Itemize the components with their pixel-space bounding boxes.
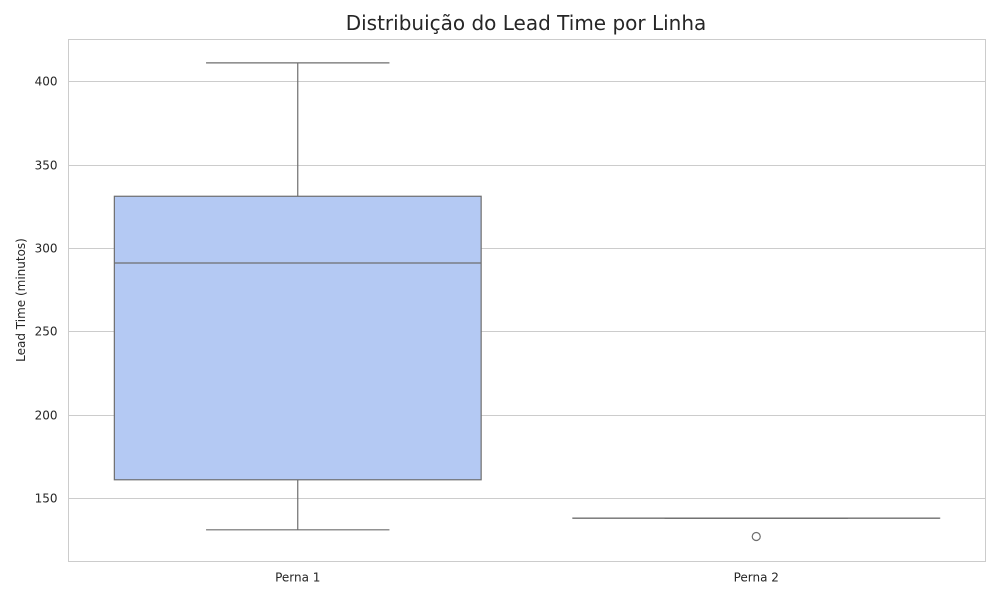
x-tick-label: Perna 2	[734, 571, 779, 585]
box-group	[572, 517, 941, 542]
box-group	[113, 62, 482, 531]
y-tick-label: 250	[35, 325, 58, 339]
plot-frame	[68, 39, 986, 562]
chart-title: Distribuição do Lead Time por Linha	[346, 11, 707, 35]
box-iqr	[113, 195, 482, 481]
outlier-point	[751, 531, 761, 542]
y-tick-label: 300	[35, 242, 58, 256]
y-axis-label: Lead Time (minutos)	[14, 238, 28, 362]
y-tick-label: 400	[35, 75, 58, 89]
tick-layer: 150 200 250 300 350 400 Perna 1 Perna 2	[35, 75, 779, 585]
y-tick-label: 200	[35, 409, 58, 423]
box-layer	[113, 62, 941, 542]
x-tick-label: Perna 1	[275, 571, 320, 585]
y-tick-label: 350	[35, 159, 58, 173]
y-tick-label: 150	[35, 492, 58, 506]
